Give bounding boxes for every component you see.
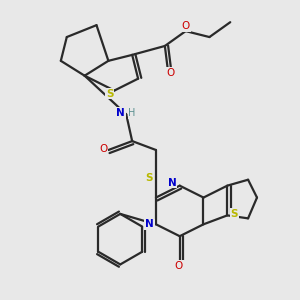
Text: O: O [100,143,108,154]
Text: S: S [230,209,238,219]
Text: N: N [145,219,154,229]
Text: H: H [128,108,136,118]
Text: O: O [182,21,190,32]
Text: O: O [175,261,183,271]
Text: N: N [168,178,177,188]
Text: S: S [146,172,153,183]
Text: O: O [167,68,175,78]
Text: N: N [116,108,125,118]
Text: S: S [106,88,114,98]
